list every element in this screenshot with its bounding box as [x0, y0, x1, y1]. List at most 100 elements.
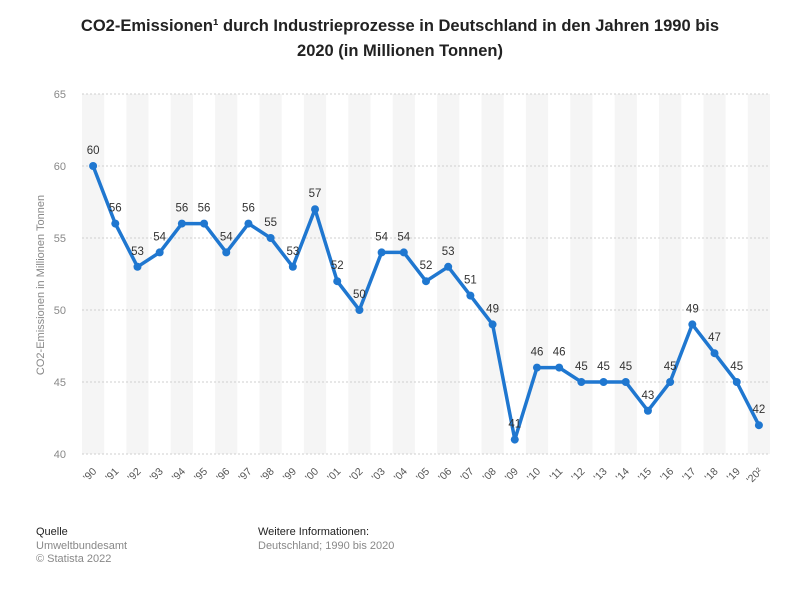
data-point: [621, 378, 630, 386]
x-tick-label: '11: [548, 466, 566, 484]
source-block: Quelle Umweltbundesamt © Statista 2022: [36, 526, 127, 567]
data-label: 45: [664, 361, 677, 373]
data-point: [599, 378, 608, 386]
data-label: 49: [686, 303, 699, 315]
data-point: [266, 234, 275, 242]
series-line: [91, 164, 761, 442]
data-label: 53: [442, 246, 455, 258]
data-label: 54: [375, 231, 388, 243]
data-point: [710, 349, 719, 358]
x-tick-label: '15: [636, 466, 654, 484]
data-label: 53: [131, 246, 144, 258]
data-point: [444, 262, 453, 271]
data-label: 46: [531, 347, 544, 359]
column-band: [659, 94, 682, 454]
x-tick-label: '98: [259, 466, 277, 484]
data-point: [510, 435, 519, 444]
x-tick-label: '16: [658, 466, 676, 484]
data-point: [200, 219, 209, 228]
column-band: [259, 94, 282, 454]
y-tick-label: 55: [54, 233, 66, 245]
data-label: 54: [220, 231, 233, 243]
column-band: [303, 94, 327, 454]
data-point: [666, 378, 675, 386]
data-point: [244, 219, 253, 228]
data-point: [311, 205, 320, 214]
data-point: [89, 162, 98, 170]
x-tick-label: '05: [414, 466, 432, 484]
column-band: [170, 94, 193, 454]
gridlines: [82, 93, 770, 455]
x-tick-label: '10: [525, 466, 543, 484]
data-label: 45: [597, 361, 610, 373]
data-label: 51: [464, 275, 477, 287]
data-label: 47: [708, 332, 721, 344]
data-labels: 60 56 53 54 56 56 54 56 55 53 57 52 50 54 54 52 53 51 49 41…: [87, 145, 766, 431]
x-tick-label: '91: [103, 466, 121, 484]
data-point: [532, 363, 541, 372]
data-point: [732, 378, 741, 386]
data-label: 54: [153, 231, 166, 243]
data-point: [688, 320, 697, 329]
y-axis-label: CO2-Emissionen in Millionen Tonnen: [35, 195, 47, 375]
x-tick-label: '08: [481, 466, 499, 484]
data-point: [577, 378, 586, 386]
data-label: 53: [286, 246, 299, 258]
data-label: 42: [753, 404, 766, 416]
x-tick-label: '02: [347, 466, 365, 484]
column-band: [614, 94, 637, 454]
data-point: [288, 262, 297, 271]
chart-title-line-2: 2020 (in Millionen Tonnen): [297, 42, 503, 60]
source-heading: Quelle: [36, 526, 68, 538]
data-point: [222, 248, 231, 257]
data-label: 52: [331, 260, 344, 272]
x-axis-ticks: '90'91'92 '93'94'95'96'97 '98'99'00'01'02 '…: [81, 465, 765, 486]
info-block: Weitere Informationen: Deutschland; 1990…: [258, 526, 394, 553]
info-heading: Weitere Informationen:: [258, 526, 370, 538]
column-band: [481, 94, 504, 454]
data-point: [133, 262, 142, 271]
data-points: [89, 162, 763, 444]
data-point: [422, 277, 430, 286]
x-tick-label: '06: [436, 466, 454, 484]
data-label: 45: [730, 361, 743, 373]
x-tick-label: '07: [458, 466, 476, 484]
data-point: [355, 306, 364, 314]
x-tick-label: '00: [303, 466, 321, 484]
y-axis-ticks: 40 45 50 55 60 65: [54, 89, 66, 461]
x-tick-label: '96: [214, 466, 232, 484]
data-point: [399, 248, 408, 257]
x-tick-label: '92: [125, 466, 143, 484]
series-line-path: [91, 164, 761, 442]
data-point: [333, 277, 342, 286]
data-label: 57: [309, 188, 322, 200]
x-tick-label: '95: [192, 466, 210, 484]
x-tick-label: '01: [325, 466, 343, 484]
column-band: [525, 94, 549, 454]
data-label: 60: [87, 145, 100, 157]
column-band: [348, 94, 371, 454]
column-band: [126, 94, 149, 454]
x-tick-label: '94: [170, 466, 188, 484]
data-point: [111, 219, 120, 228]
column-band: [215, 94, 238, 454]
data-label: 46: [553, 347, 566, 359]
chart-title-line-1: CO2-Emissionen¹ durch Industrieprozesse …: [80, 17, 720, 35]
x-tick-label: '09: [503, 466, 521, 484]
copyright: © Statista 2022: [36, 553, 112, 565]
x-tick-label: '93: [148, 466, 166, 484]
column-band: [392, 94, 415, 454]
x-tick-label: '12: [569, 466, 587, 484]
chart-title: CO2-Emissionen¹ durch Industrieprozesse …: [40, 14, 760, 64]
column-band: [703, 94, 726, 454]
info-text: Deutschland; 1990 bis 2020: [258, 539, 395, 552]
data-label: 56: [175, 203, 188, 215]
data-label: 52: [420, 260, 433, 272]
y-tick-label: 50: [54, 305, 66, 317]
y-tick-label: 60: [54, 161, 66, 173]
data-point: [488, 320, 497, 329]
x-tick-label: '04: [392, 466, 410, 484]
data-label: 45: [619, 361, 632, 373]
x-tick-label: '90: [81, 466, 99, 484]
